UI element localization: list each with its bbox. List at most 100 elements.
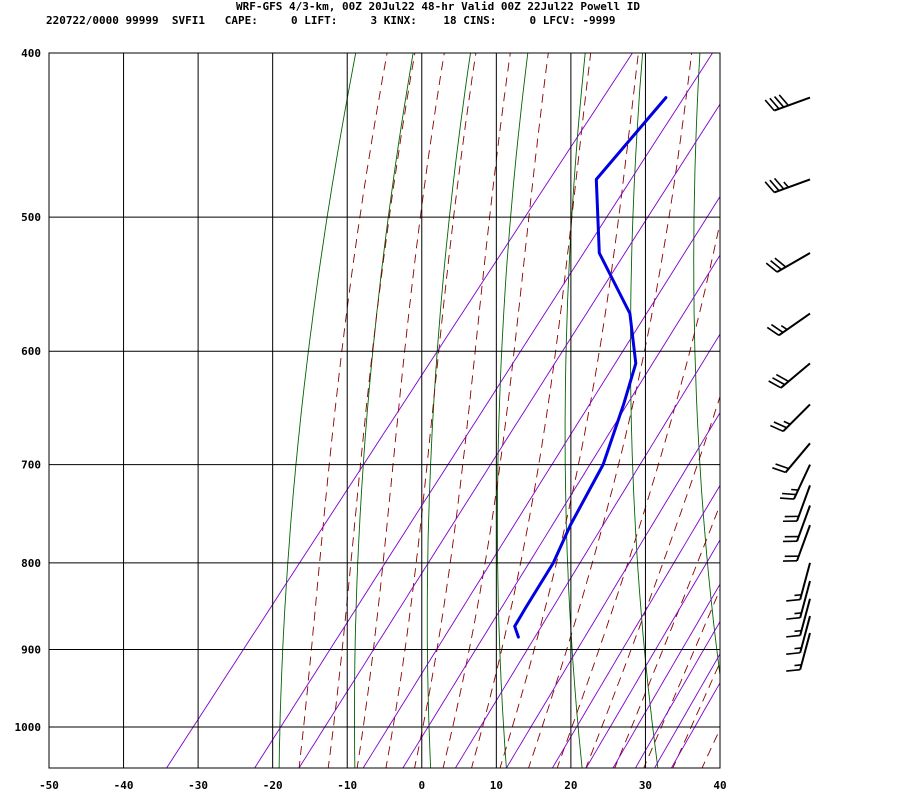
barb-feather: [765, 262, 778, 273]
pressure-tick-label: 800: [21, 557, 41, 570]
barb-shaft: [778, 312, 811, 337]
wind-barb: [786, 598, 811, 638]
moist-adiabat: [385, 53, 477, 768]
barb-feather: [786, 651, 801, 655]
temperature-tick-label: 10: [490, 779, 503, 792]
wind-barb: [786, 580, 811, 620]
barb-shaft: [799, 615, 811, 654]
wind-barb: [782, 524, 811, 562]
barb-half-feather: [794, 612, 802, 615]
barb-feather: [786, 634, 801, 638]
wind-barb: [770, 403, 811, 433]
barb-feather: [779, 497, 794, 500]
wind-barb: [782, 485, 811, 523]
temperature-tick-label: 30: [639, 779, 652, 792]
pressure-tick-label: 500: [21, 211, 41, 224]
barb-shaft: [796, 505, 811, 542]
dry-adiabat: [354, 53, 414, 768]
wind-barb: [782, 505, 811, 543]
barb-half-feather: [794, 593, 802, 597]
barb-feather: [764, 181, 775, 193]
wind-barb: [766, 312, 811, 337]
wind-barb: [786, 615, 811, 655]
temperature-tick-label: -40: [114, 779, 134, 792]
barb-feather: [774, 257, 787, 268]
barb-half-feather: [794, 647, 802, 650]
barb-feather: [772, 377, 786, 386]
moist-adiabat: [327, 53, 416, 768]
barb-feather: [786, 598, 801, 602]
mixing-ratio-line: [670, 681, 720, 768]
temperature-tick-label: 40: [713, 779, 726, 792]
barb-shaft: [773, 96, 811, 112]
barb-feather: [775, 463, 790, 470]
dry-adiabat: [630, 53, 659, 768]
temperature-tick-label: 20: [564, 779, 577, 792]
dry-adiabat: [814, 0, 885, 770]
barb-shaft: [773, 178, 811, 194]
wind-barb: [786, 562, 811, 602]
dewpoint-trace: [513, 96, 668, 639]
moist-adiabat: [356, 53, 445, 768]
barb-shaft: [782, 403, 811, 433]
moist-adiabat: [528, 53, 693, 768]
barb-half-feather: [780, 324, 788, 331]
barb-shaft: [780, 362, 811, 389]
barb-feather: [770, 424, 784, 433]
wind-barb: [765, 252, 811, 273]
moist-adiabat: [643, 588, 720, 768]
barb-feather: [769, 179, 780, 192]
sounding-traces: [513, 96, 789, 639]
pressure-axis: 400 500 600 700 800 900 1000: [15, 47, 42, 734]
dry-adiabat: [755, 0, 810, 770]
moist-adiabat: [499, 53, 639, 768]
barb-shaft: [776, 252, 811, 273]
moist-adiabat: [585, 395, 720, 768]
temperature-tick-label: -30: [188, 779, 208, 792]
mixing-ratio-line: [402, 254, 720, 768]
mixing-ratio-line: [654, 653, 720, 768]
mixing-ratio-line: [454, 333, 720, 768]
barb-shaft: [799, 562, 811, 600]
plot-frame: [48, 52, 721, 769]
chart-title: WRF-GFS 4/3-km, 00Z 20Jul22 48-hr Valid …: [236, 0, 640, 13]
mixing-ratio-line: [612, 583, 720, 768]
wind-barb: [786, 632, 811, 672]
barb-feather: [770, 260, 782, 271]
barb-shaft: [799, 580, 811, 618]
mixing-ratio-line: [166, 53, 633, 768]
barb-feather: [775, 373, 789, 383]
barb-half-feather: [794, 664, 802, 667]
dry-adiabat: [872, 0, 900, 770]
wind-barb: [764, 94, 811, 112]
moist-adiabat: [414, 53, 511, 768]
barb-half-feather: [783, 181, 789, 188]
barb-feather: [782, 492, 797, 496]
barb-feather: [769, 97, 780, 110]
temperature-tick-label: -50: [39, 779, 59, 792]
moist-adiabat: [442, 53, 549, 768]
dry-adiabat: [496, 53, 529, 768]
barb-shaft: [793, 464, 811, 500]
barb-feather: [773, 96, 785, 108]
dry-adiabat: [564, 53, 586, 768]
moist-adiabat: [298, 53, 388, 768]
barb-feather: [773, 421, 787, 429]
pressure-tick-label: 700: [21, 459, 41, 472]
barb-feather: [786, 616, 801, 620]
barb-feather: [766, 326, 780, 336]
barb-feather: [772, 467, 786, 474]
pressure-temperature-grid: [48, 52, 721, 768]
barb-feather: [768, 380, 782, 389]
mixing-ratio-line: [505, 411, 720, 768]
wind-barb: [772, 442, 811, 474]
moist-adiabat: [614, 503, 720, 768]
pressure-tick-label: 400: [21, 47, 41, 60]
wind-barb: [764, 177, 811, 194]
barb-shaft: [796, 524, 811, 562]
moist-adiabat: [731, 0, 900, 770]
wind-barb: [779, 464, 811, 500]
moist-adiabat: [672, 661, 720, 768]
mixing-ratio-line: [585, 539, 720, 768]
temperature-trace: [723, 98, 789, 638]
